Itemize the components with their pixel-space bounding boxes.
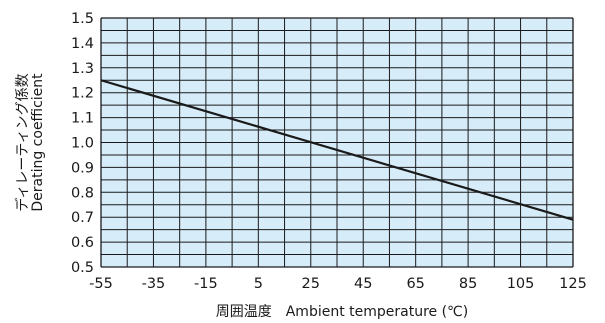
y-tick-label: 1.1 [71, 111, 94, 127]
derating-curve [100, 79, 574, 221]
y-tick-label: 1.5 [71, 11, 94, 27]
y-tick-label: 1.2 [71, 86, 94, 102]
y-tick-label: 1.0 [71, 136, 94, 152]
x-tick-label: 85 [459, 276, 477, 292]
x-tick-label: 25 [302, 276, 320, 292]
x-tick-label: -35 [142, 276, 166, 292]
y-tick-label: 0.6 [71, 235, 94, 251]
y-axis-label-jp: ディレーティング係数 [14, 73, 31, 211]
x-tick-label: 65 [406, 276, 424, 292]
x-tick-label: 5 [254, 276, 263, 292]
y-tick-label: 0.5 [71, 260, 94, 276]
x-tick-label: -55 [89, 276, 113, 292]
y-tick-label: 0.9 [71, 160, 94, 176]
x-tick-label: 45 [354, 276, 372, 292]
series-layer [100, 79, 574, 221]
y-tick-label: 1.4 [71, 36, 94, 52]
y-tick-label: 0.7 [71, 210, 94, 226]
y-axis-label-en: Derating coefficient [30, 73, 46, 212]
x-axis-label: 周囲温度 Ambient temperature (℃) [216, 304, 469, 320]
x-tick-label: 125 [559, 276, 587, 292]
y-tick-label: 1.3 [71, 61, 94, 77]
grid-lines [100, 17, 574, 268]
x-tick-label: -15 [194, 276, 218, 292]
x-tick-label: 105 [507, 276, 535, 292]
y-tick-label: 0.8 [71, 185, 94, 201]
x-tick-labels: -55 -35 -15 5 25 45 65 85 105 125 [89, 276, 587, 292]
y-tick-labels: 0.5 0.6 0.7 0.8 0.9 1.0 1.1 1.2 1.3 1.4 1.5 [71, 11, 94, 276]
